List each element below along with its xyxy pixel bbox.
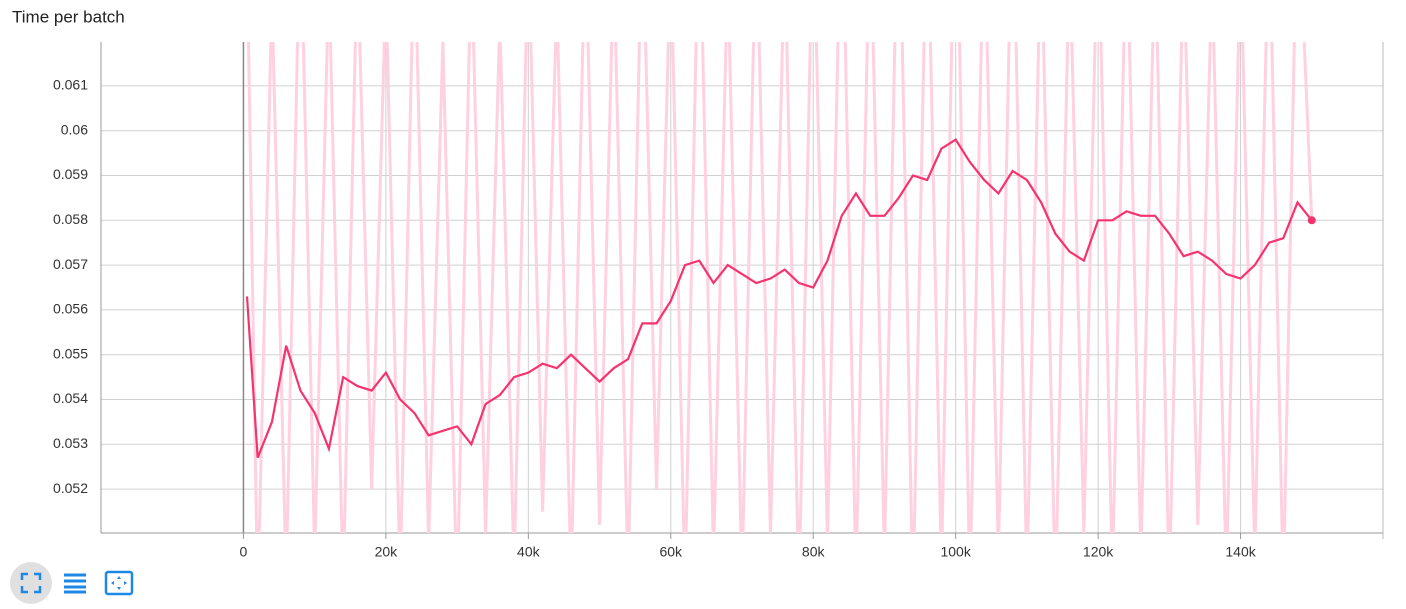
x-tick-label: 120k bbox=[1083, 544, 1114, 560]
page: Time per batch 0.052 0.053 0.054 0.055 0.056… bbox=[10, 7, 1384, 604]
y-tick-label: 0.057 bbox=[53, 256, 88, 272]
y-tick-label: 0.058 bbox=[53, 211, 88, 227]
y-tick-label: 0.061 bbox=[53, 77, 88, 93]
x-tick-label: 20k bbox=[375, 544, 399, 560]
y-tick-label: 0.055 bbox=[53, 345, 88, 361]
log-scale-button[interactable] bbox=[60, 562, 90, 604]
zoom-icon bbox=[104, 570, 134, 596]
reset-zoom-button[interactable] bbox=[98, 562, 140, 604]
y-tick-label: 0.052 bbox=[53, 480, 88, 496]
x-tick-label: 140k bbox=[1225, 544, 1256, 560]
y-tick-label: 0.059 bbox=[53, 166, 88, 182]
x-tick-label: 80k bbox=[802, 544, 826, 560]
y-tick-label: 0.053 bbox=[53, 435, 88, 451]
toolbar bbox=[10, 562, 140, 604]
x-tick-label: 40k bbox=[517, 544, 541, 560]
y-tick-label: 0.06 bbox=[61, 121, 88, 137]
x-tick-label: 60k bbox=[659, 544, 683, 560]
end-point bbox=[1307, 216, 1316, 225]
chart-title: Time per batch bbox=[12, 7, 125, 26]
plot-area bbox=[245, 42, 1314, 533]
fit-button[interactable] bbox=[10, 562, 52, 604]
x-tick-label: 100k bbox=[940, 544, 971, 560]
y-tick-label: 0.054 bbox=[53, 390, 88, 406]
x-tick-label: 0 bbox=[240, 544, 248, 560]
chart: Time per batch 0.052 0.053 0.054 0.055 0.056… bbox=[12, 7, 1384, 560]
y-tick-label: 0.056 bbox=[53, 301, 88, 317]
series-line bbox=[246, 42, 1314, 533]
fit-icon bbox=[20, 572, 42, 594]
list-icon bbox=[64, 573, 86, 594]
series-line bbox=[245, 138, 1313, 459]
